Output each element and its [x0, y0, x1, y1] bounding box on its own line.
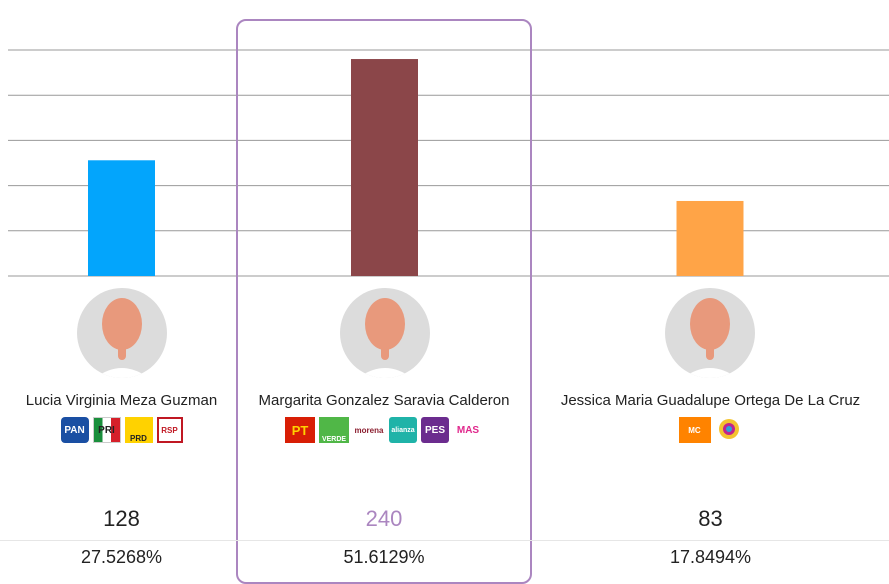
vote-percentage: 27.5268% [80, 547, 163, 567]
rsp-logo-icon: RSP [156, 417, 183, 443]
candidate-name: Margarita Gonzalez Saravia Calderon [258, 392, 510, 409]
local-party-logo-icon [715, 417, 743, 443]
vote-count: 128 [103, 506, 140, 531]
avatar-placeholder-icon [77, 288, 167, 378]
mas-logo-icon: MAS [456, 424, 480, 436]
prd-logo-icon: PRD [124, 417, 153, 443]
pan-logo-icon: PAN [60, 417, 89, 443]
candidate-name: Lucia Virginia Meza Guzman [25, 392, 218, 409]
verde-logo-icon: VERDE [319, 417, 349, 443]
row-divider [0, 540, 889, 541]
candidate-panel-1: Lucia Virginia Meza Guzman PAN PRI PRD R… [0, 0, 243, 574]
candidate-panel-2: Margarita Gonzalez Saravia Calderon PT V… [236, 0, 532, 574]
candidate-name: Jessica Maria Guadalupe Ortega De La Cru… [560, 392, 861, 409]
vote-percentage: 51.6129% [343, 547, 425, 567]
morena-logo-icon: morena [354, 425, 384, 435]
bar-candidate-2 [351, 59, 418, 276]
bar-candidate-1 [88, 160, 155, 276]
party-logos: PT VERDE morena alianza PES MAS [236, 415, 532, 445]
vote-bar-chart [8, 49, 889, 277]
vote-count: 240 [365, 506, 403, 531]
party-logos: MC [532, 415, 889, 445]
pes-logo-icon: PES [421, 417, 449, 443]
movimiento-ciudadano-logo-icon: MC [678, 417, 711, 443]
pt-logo-icon: PT [285, 417, 315, 443]
bar-candidate-3 [676, 200, 744, 276]
avatar-placeholder-icon [665, 288, 755, 378]
pri-logo-icon: PRI [92, 417, 121, 443]
alianza-logo-icon: alianza [389, 417, 417, 443]
avatar-placeholder-icon [340, 288, 430, 378]
vote-percentage: 17.8494% [669, 547, 752, 567]
candidate-panel-3: Jessica Maria Guadalupe Ortega De La Cru… [532, 0, 889, 574]
party-logos: PAN PRI PRD RSP [0, 415, 243, 445]
vote-count: 83 [698, 506, 723, 531]
